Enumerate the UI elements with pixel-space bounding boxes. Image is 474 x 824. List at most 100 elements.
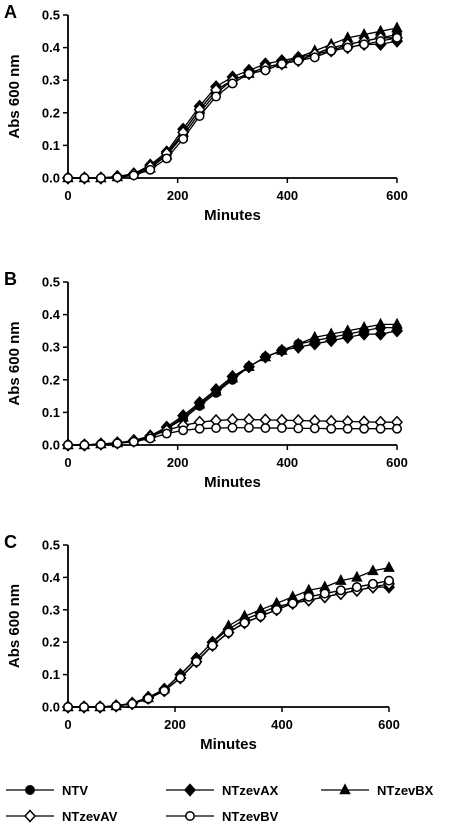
data-point	[368, 578, 378, 589]
panel-letter: A	[4, 2, 17, 22]
x-tick-label: 200	[167, 455, 189, 470]
legend-label: NTzevAX	[222, 783, 279, 798]
legend-marker	[23, 809, 37, 823]
series-line	[68, 586, 389, 708]
data-point	[79, 702, 90, 712]
data-point	[260, 423, 271, 433]
data-point	[351, 582, 362, 593]
data-point	[309, 423, 320, 434]
x-tick-label: 200	[167, 188, 189, 203]
x-axis-title: Minutes	[200, 736, 257, 753]
data-point	[391, 21, 403, 33]
data-point	[326, 423, 337, 434]
legend-item-NTzevAX: NTzevAX	[166, 783, 279, 798]
data-point	[392, 423, 402, 434]
data-point	[95, 173, 106, 183]
data-point	[239, 617, 250, 628]
y-tick-label: 0.2	[42, 372, 60, 387]
x-tick-label: 0	[64, 717, 71, 732]
data-point	[341, 324, 354, 336]
y-tick-label: 0.4	[42, 570, 61, 585]
data-point	[178, 133, 189, 144]
legend: NTV NTzevAX NTzevBX NTzevAV NTzevBV	[6, 783, 434, 824]
series-NTV	[63, 29, 402, 183]
data-point	[271, 604, 282, 615]
series-NTzevAX	[61, 580, 396, 714]
y-tick-label: 0.0	[42, 700, 60, 715]
data-point	[276, 423, 287, 433]
x-tick-label: 400	[276, 455, 298, 470]
data-point	[319, 588, 330, 599]
data-point	[244, 68, 254, 79]
data-point	[335, 574, 347, 585]
data-point	[127, 698, 138, 709]
y-tick-label: 0.0	[42, 438, 60, 453]
x-tick-label: 0	[64, 455, 71, 470]
data-point	[335, 585, 346, 596]
data-point	[303, 591, 314, 602]
y-tick-label: 0.4	[42, 40, 61, 55]
y-tick-label: 0.0	[42, 171, 60, 186]
data-point	[359, 39, 370, 50]
data-point	[255, 611, 266, 622]
data-point	[210, 384, 222, 396]
data-point	[194, 423, 205, 434]
y-tick-label: 0.5	[42, 8, 60, 23]
data-point	[207, 640, 218, 651]
series-line	[68, 37, 397, 179]
y-tick-label: 0.3	[42, 602, 60, 617]
data-point	[95, 702, 106, 712]
x-tick-label: 600	[386, 188, 408, 203]
data-point	[351, 570, 363, 582]
x-tick-label: 600	[386, 455, 408, 470]
series-NTzevBV	[63, 422, 402, 450]
data-point	[145, 164, 156, 175]
chart-panel-A: A 0.0 0.1 0.2 0.3 0.4 0.5 0 200 400 600 Minutes Abs …	[4, 2, 408, 224]
data-point	[375, 423, 386, 434]
series-NTzevAX	[61, 34, 404, 185]
series-NTzevAV	[61, 577, 396, 714]
legend-label: NTzevAV	[62, 809, 118, 824]
data-point	[145, 433, 156, 444]
x-tick-label: 400	[276, 188, 298, 203]
data-point	[227, 422, 238, 433]
data-point	[161, 428, 172, 439]
data-point	[292, 337, 305, 349]
y-tick-label: 0.3	[42, 73, 60, 88]
data-point	[391, 317, 403, 329]
legend-marker	[25, 785, 35, 795]
legend-label: NTzevBX	[377, 783, 434, 798]
y-tick-label: 0.5	[42, 275, 60, 290]
data-point	[193, 397, 206, 409]
data-point	[374, 327, 387, 341]
y-axis-title: Abs 600 nm	[6, 54, 23, 138]
data-point	[293, 55, 304, 66]
data-point	[259, 350, 272, 362]
legend-marker	[185, 811, 195, 821]
data-point	[211, 423, 222, 433]
panel-letter: C	[4, 532, 17, 552]
y-tick-label: 0.1	[42, 138, 60, 153]
data-point	[178, 425, 189, 436]
y-tick-label: 0.5	[42, 538, 60, 553]
data-point	[293, 423, 304, 434]
data-point	[227, 78, 238, 89]
y-tick-label: 0.1	[42, 667, 60, 682]
data-point	[175, 672, 186, 683]
data-point	[342, 423, 353, 434]
series-line	[68, 583, 390, 708]
data-point	[309, 52, 320, 63]
chart-panel-B: B 0.0 0.1 0.2 0.3 0.4 0.5 0 200 400 600 Minutes Abs …	[4, 269, 408, 491]
data-point	[128, 170, 139, 181]
data-point	[112, 438, 123, 449]
x-tick-label: 400	[271, 717, 293, 732]
data-point	[226, 371, 239, 383]
chart-panels: A 0.0 0.1 0.2 0.3 0.4 0.5 0 200 400 600 Minutes Abs …	[4, 2, 408, 753]
y-tick-label: 0.2	[42, 635, 60, 650]
y-tick-label: 0.4	[42, 307, 61, 322]
data-point	[95, 439, 106, 450]
data-point	[112, 172, 123, 183]
data-point	[367, 564, 379, 576]
data-point	[79, 173, 90, 183]
data-point	[384, 575, 394, 586]
